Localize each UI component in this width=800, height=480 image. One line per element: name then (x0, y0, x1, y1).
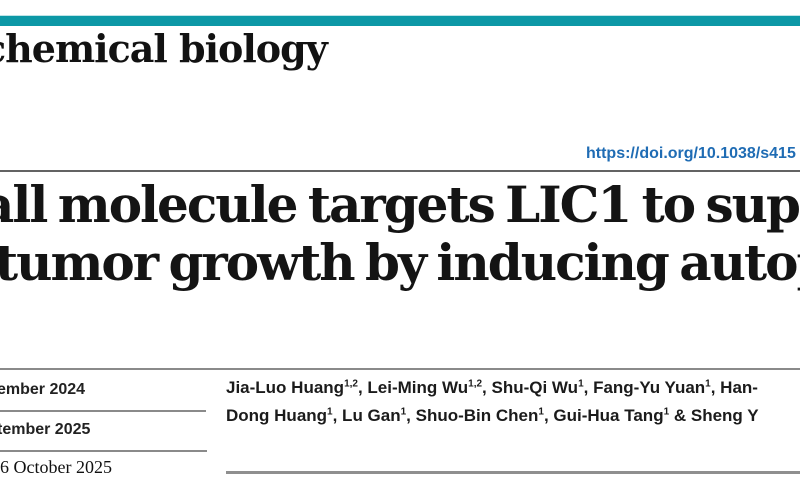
article-title-line-1: all molecule targets LIC1 to suppress (0, 175, 800, 234)
dates-divider-rule-2 (0, 450, 207, 452)
author-list-line-1: Jia-Luo Huang1,2, Lei-Ming Wu1,2, Shu-Qi… (226, 378, 758, 397)
author-affiliation-superscript: 1 (538, 406, 544, 418)
journal-masthead-title: chemical biology (0, 26, 328, 71)
author-affiliation-superscript: 1 (663, 406, 670, 418)
author-list: Jia-Luo Huang1,2, Lei-Ming Wu1,2, Shu-Qi… (226, 374, 800, 430)
author-affiliation-superscript: 1 (327, 406, 333, 418)
author-affiliation-superscript: 1,2 (468, 378, 483, 390)
journal-brand-bar (0, 15, 800, 26)
metadata-top-rule (0, 368, 800, 370)
received-date: ember 2024 (0, 381, 86, 398)
author-affiliation-superscript: 1 (578, 378, 584, 390)
published-date: 6 October 2025 (0, 457, 112, 477)
header-divider-rule (0, 170, 800, 172)
dates-divider-rule-1 (0, 410, 206, 412)
author-list-line-2: Dong Huang1, Lu Gan1, Shuo-Bin Chen1, Gu… (226, 406, 759, 425)
author-affiliation-superscript: 1 (705, 378, 711, 390)
author-affiliation-superscript: 1,2 (344, 378, 358, 390)
author-affiliation-superscript: 1 (400, 406, 407, 418)
doi-link[interactable]: https://doi.org/10.1038/s415 (586, 145, 796, 162)
article-title-line-2: tumor growth by inducing autophagy (0, 233, 800, 292)
accepted-date: tember 2025 (0, 421, 91, 438)
article-title: all molecule targets LIC1 to suppress tu… (0, 176, 800, 292)
authors-bottom-rule (226, 471, 800, 474)
